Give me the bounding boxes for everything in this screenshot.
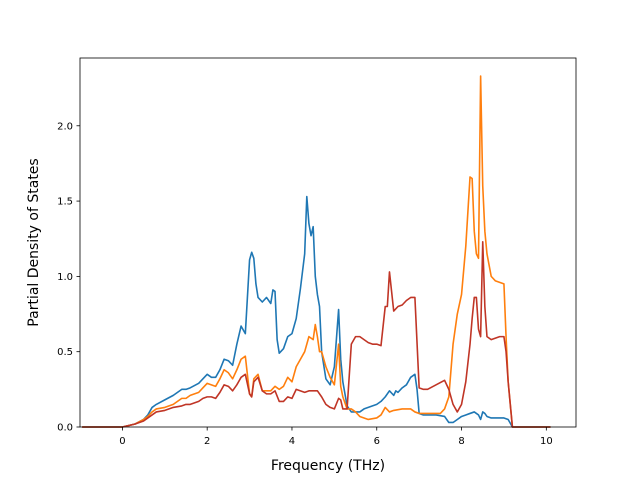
x-tick-label: 0: [119, 436, 125, 447]
series-line-2: [82, 75, 551, 428]
x-tick-label: 8: [458, 436, 464, 447]
series-layer: [82, 75, 551, 428]
x-tick-label: 2: [204, 436, 210, 447]
y-tick-label: 0.0: [57, 423, 73, 434]
plot-frame: [79, 57, 577, 428]
x-tick-label: 10: [540, 436, 553, 447]
series-line-3: [82, 240, 551, 428]
y-tick-label: 1.5: [57, 197, 73, 208]
x-tick-label: 6: [374, 436, 380, 447]
y-tick-label: 0.5: [57, 347, 73, 358]
x-tick-label: 4: [289, 436, 295, 447]
y-axis-ticks: 0.0 0.5 1.0 1.5 2.0: [57, 121, 80, 434]
y-tick-label: 1.0: [57, 272, 73, 283]
y-tick-label: 2.0: [57, 121, 73, 132]
y-axis-label: Partial Density of States: [26, 158, 42, 326]
x-axis-ticks: 0 2 4 6 8 10: [119, 427, 553, 447]
x-axis-label: Frequency (THz): [271, 458, 385, 474]
